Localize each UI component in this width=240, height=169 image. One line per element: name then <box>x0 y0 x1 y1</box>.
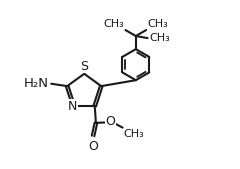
Text: H₂N: H₂N <box>24 77 49 90</box>
Text: S: S <box>80 59 88 73</box>
Text: O: O <box>105 115 115 128</box>
Text: CH₃: CH₃ <box>124 129 144 139</box>
Text: CH₃: CH₃ <box>147 19 168 29</box>
Text: CH₃: CH₃ <box>103 19 124 29</box>
Text: O: O <box>88 140 98 153</box>
Text: CH₃: CH₃ <box>150 33 170 43</box>
Text: N: N <box>68 100 77 113</box>
